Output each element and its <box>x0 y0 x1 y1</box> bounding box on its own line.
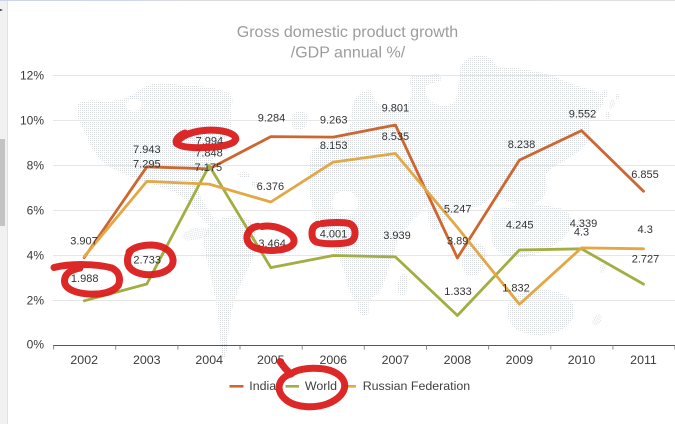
svg-text:9.552: 9.552 <box>569 109 597 121</box>
svg-text:8.535: 8.535 <box>382 131 410 143</box>
svg-text:1.832: 1.832 <box>502 283 530 295</box>
svg-text:7.175: 7.175 <box>195 162 223 174</box>
svg-text:2008: 2008 <box>444 353 472 367</box>
svg-text:Russian Federation: Russian Federation <box>363 379 471 393</box>
svg-text:8.238: 8.238 <box>508 139 536 151</box>
svg-text:8%: 8% <box>27 159 45 173</box>
svg-text:8.153: 8.153 <box>320 140 348 152</box>
svg-text:/GDP annual %/: /GDP annual %/ <box>291 45 406 62</box>
svg-text:10%: 10% <box>20 114 44 128</box>
svg-text:1.988: 1.988 <box>71 273 99 285</box>
svg-text:2009: 2009 <box>506 353 534 367</box>
svg-text:Gross domestic product growth: Gross domestic product growth <box>237 24 458 41</box>
svg-text:9.284: 9.284 <box>258 113 286 125</box>
svg-text:12%: 12% <box>20 69 44 83</box>
svg-text:7.295: 7.295 <box>133 159 161 171</box>
svg-text:2.727: 2.727 <box>632 254 660 266</box>
svg-text:2.733: 2.733 <box>133 255 161 267</box>
svg-text:1.333: 1.333 <box>444 286 472 298</box>
svg-text:4.339: 4.339 <box>570 218 598 230</box>
svg-text:2006: 2006 <box>320 353 348 367</box>
svg-text:2007: 2007 <box>382 353 410 367</box>
svg-text:4.3: 4.3 <box>638 224 653 236</box>
svg-text:2003: 2003 <box>133 353 161 367</box>
svg-text:0%: 0% <box>27 338 45 352</box>
svg-text:2002: 2002 <box>70 353 98 367</box>
svg-text:6.855: 6.855 <box>631 169 659 181</box>
svg-text:World: World <box>305 379 337 393</box>
svg-text:4.245: 4.245 <box>506 220 534 232</box>
svg-text:3.89: 3.89 <box>447 236 468 248</box>
svg-text:9.263: 9.263 <box>320 115 348 127</box>
svg-text:5.247: 5.247 <box>444 204 472 216</box>
svg-text:4.3: 4.3 <box>574 227 589 239</box>
svg-text:3.907: 3.907 <box>70 236 98 248</box>
svg-text:2004: 2004 <box>195 353 223 367</box>
svg-text:2011: 2011 <box>630 353 657 367</box>
svg-text:4%: 4% <box>27 249 45 263</box>
svg-text:3.939: 3.939 <box>383 230 411 242</box>
svg-text:6%: 6% <box>27 204 45 218</box>
svg-text:2%: 2% <box>27 294 45 308</box>
svg-text:4.001: 4.001 <box>320 228 348 240</box>
svg-text:9.801: 9.801 <box>382 103 410 115</box>
svg-text:6.376: 6.376 <box>257 181 285 193</box>
svg-text:2010: 2010 <box>568 353 596 367</box>
svg-text:7.943: 7.943 <box>133 144 161 156</box>
svg-text:India: India <box>249 379 276 393</box>
